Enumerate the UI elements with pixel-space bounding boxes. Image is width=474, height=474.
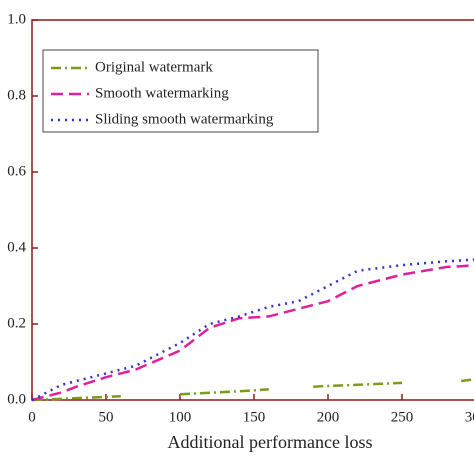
- legend-label: Smooth watermarking: [95, 85, 229, 101]
- x-tick-label: 50: [99, 409, 114, 425]
- y-tick-label: 0.4: [7, 239, 26, 255]
- legend-label: Original watermark: [95, 59, 213, 75]
- y-tick-label: 0.2: [7, 315, 26, 331]
- x-tick-label: 150: [243, 409, 266, 425]
- y-tick-label: 1.0: [7, 11, 26, 27]
- y-tick-label: 0.0: [7, 391, 26, 407]
- x-axis-label: Additional performance loss: [168, 432, 373, 452]
- x-tick-label: 0: [28, 409, 36, 425]
- x-tick-label: 100: [169, 409, 192, 425]
- series-line: [31, 258, 474, 402]
- legend-box: [42, 49, 319, 133]
- x-tick-label: 300: [465, 409, 474, 425]
- x-tick-label: 200: [317, 409, 340, 425]
- series-line: [31, 378, 474, 402]
- x-tick-label: 250: [391, 409, 414, 425]
- legend-label: Sliding smooth watermarking: [95, 111, 274, 127]
- y-tick-label: 0.6: [7, 163, 26, 179]
- y-tick-label: 0.8: [7, 87, 26, 103]
- series-line: [31, 264, 474, 402]
